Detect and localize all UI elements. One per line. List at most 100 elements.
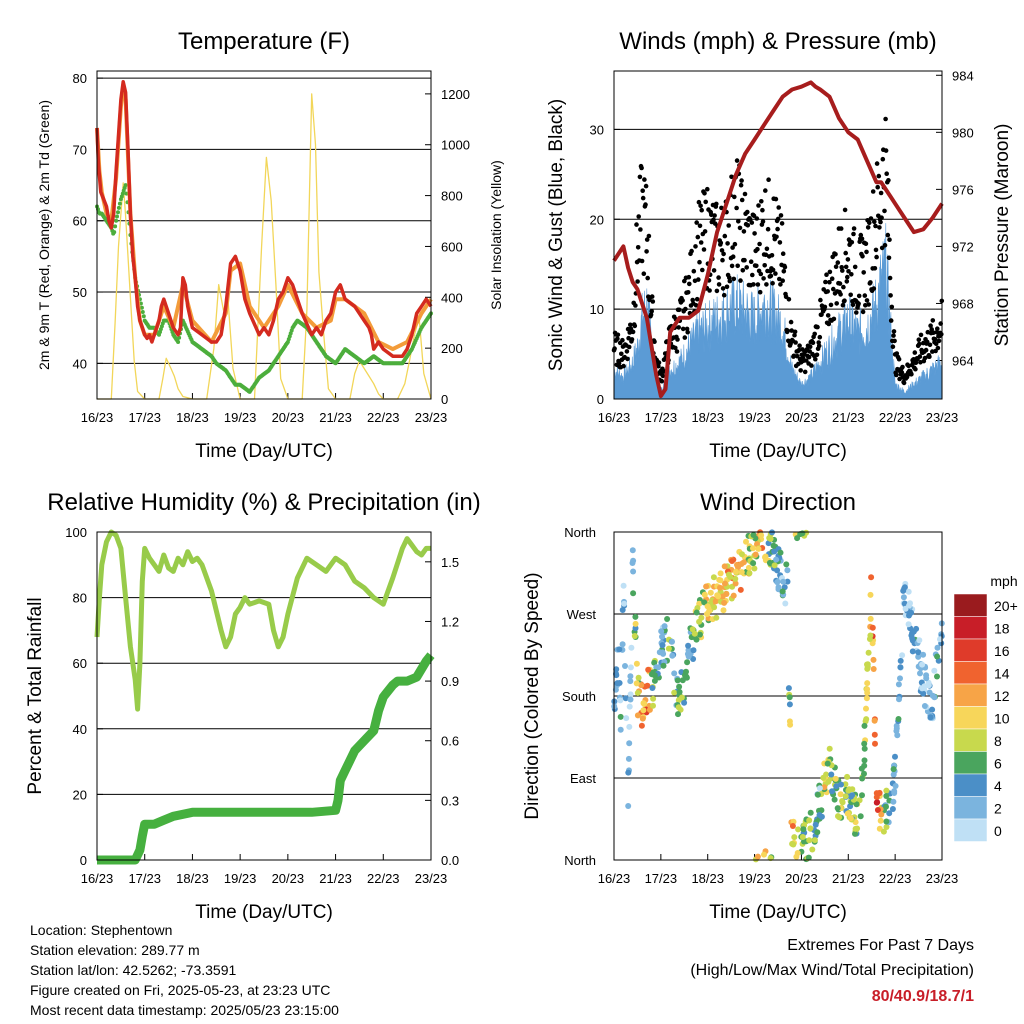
direction-point	[627, 678, 634, 685]
gust-point	[850, 302, 856, 308]
gust-point	[729, 263, 735, 269]
direction-point	[783, 561, 790, 568]
direction-point	[651, 672, 658, 679]
direction-point	[891, 788, 898, 795]
gust-point	[719, 248, 725, 253]
gust-point	[851, 226, 857, 231]
gust-point	[739, 197, 745, 203]
direction-point	[905, 621, 912, 628]
gust-point	[676, 325, 681, 330]
chart-winds: Winds (mph) & Pressure (mb) Time (Day/UTC…	[546, 28, 1013, 462]
direction-point	[653, 664, 660, 671]
gust-point	[924, 339, 930, 345]
gust-point	[816, 343, 822, 349]
gust-point	[732, 241, 738, 247]
direction-point	[619, 641, 626, 648]
legend-label: 18	[994, 621, 1010, 637]
gust-point	[757, 241, 762, 247]
gust-point	[736, 219, 741, 224]
direction-point	[622, 663, 628, 669]
gust-point	[777, 276, 782, 282]
gust-point	[698, 240, 704, 245]
direction-point	[862, 718, 869, 725]
gust-point	[888, 318, 894, 323]
x-tick-label: 21/23	[832, 871, 865, 886]
gust-point	[646, 233, 652, 239]
direction-point	[806, 817, 813, 824]
direction-point	[789, 823, 796, 829]
direction-point	[659, 633, 665, 640]
gust-point	[751, 282, 756, 287]
direction-point	[809, 846, 816, 853]
direction-point	[920, 651, 927, 658]
gust-point	[868, 216, 874, 221]
direction-point	[842, 781, 849, 788]
gust-point	[918, 332, 924, 338]
x-axis-label: Time (Day/UTC)	[195, 902, 333, 923]
dewpoint-point	[116, 205, 121, 210]
direction-point	[754, 853, 761, 860]
direction-point	[626, 740, 633, 747]
legend-label: 6	[994, 756, 1002, 772]
direction-point	[775, 584, 782, 591]
gust-point	[841, 284, 846, 290]
direction-point	[893, 722, 900, 729]
direction-point	[786, 694, 793, 701]
gust-point	[894, 372, 899, 378]
gust-point	[891, 329, 897, 334]
direction-point	[717, 577, 724, 584]
x-tick-label: 16/23	[598, 410, 631, 425]
gust-point	[703, 199, 708, 205]
gust-point	[637, 174, 643, 180]
y2-tick-label: 968	[952, 296, 974, 311]
direction-point	[842, 793, 849, 800]
y2-tick-label: 984	[952, 68, 974, 83]
direction-point	[839, 798, 846, 804]
gust-point	[814, 352, 820, 358]
gust-point	[756, 203, 761, 208]
x-tick-label: 18/23	[691, 410, 724, 425]
direction-point	[616, 646, 623, 653]
gust-point	[877, 225, 882, 230]
gust-point	[764, 246, 770, 252]
gust-point	[689, 248, 694, 254]
direction-point	[806, 837, 813, 844]
gust-point	[725, 241, 730, 246]
gust-point	[656, 360, 662, 365]
direction-point	[660, 662, 667, 669]
gust-point	[676, 307, 682, 313]
direction-point	[921, 683, 928, 690]
direction-point	[916, 637, 923, 644]
direction-point	[739, 551, 745, 558]
direction-point	[825, 778, 832, 785]
direction-point	[721, 580, 728, 587]
direction-point	[923, 672, 930, 679]
gust-point	[899, 370, 905, 375]
gust-point	[759, 199, 764, 204]
direction-point	[872, 740, 878, 747]
gust-point	[694, 220, 699, 225]
y2-tick-label: 976	[952, 182, 974, 197]
direction-point	[917, 670, 923, 677]
y-tick-label: 80	[73, 71, 87, 86]
direction-point	[628, 644, 635, 651]
direction-point	[895, 716, 902, 722]
gust-point	[878, 190, 884, 196]
gust-point	[626, 344, 632, 350]
direction-point	[685, 653, 692, 660]
direction-point	[833, 783, 840, 790]
direction-point	[805, 854, 812, 861]
direction-point	[621, 600, 628, 607]
gust-point	[870, 189, 876, 194]
gust-point	[773, 271, 778, 276]
direction-point	[752, 551, 759, 558]
x-axis-label: Time (Day/UTC)	[709, 441, 847, 462]
gust-point	[856, 293, 862, 299]
y2-tick-label: 0.3	[441, 793, 459, 808]
y2-tick-label: 1200	[441, 87, 470, 102]
direction-point	[934, 653, 941, 660]
y-tick-label: 70	[73, 142, 87, 157]
direction-point	[750, 545, 756, 552]
direction-point	[927, 714, 934, 721]
x-tick-label: 23/23	[926, 871, 959, 886]
